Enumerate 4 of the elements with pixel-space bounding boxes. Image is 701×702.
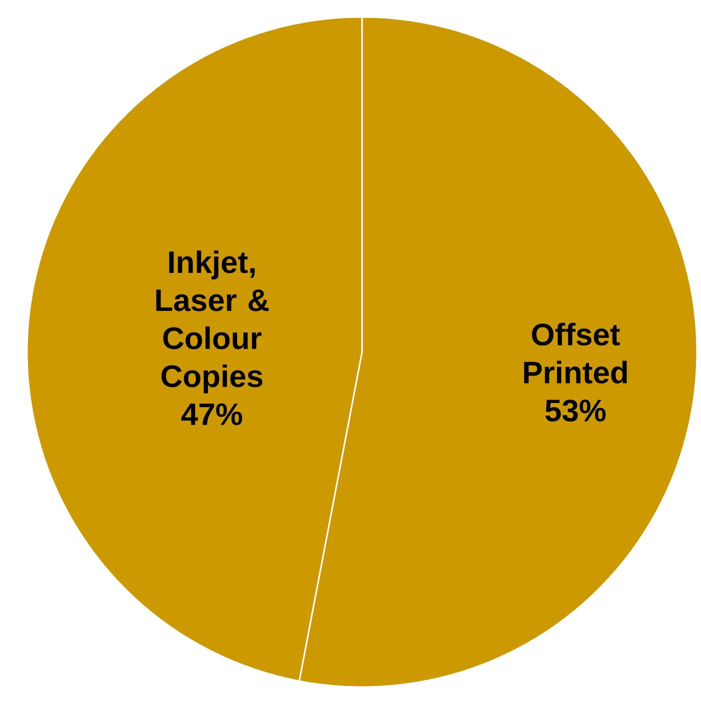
data-label: 53% <box>545 400 606 422</box>
data-label: 47% <box>181 403 242 426</box>
slice-label: Inkjet, Laser & Colour Copies <box>156 250 269 394</box>
slice-label: Offset Printed <box>524 322 627 384</box>
